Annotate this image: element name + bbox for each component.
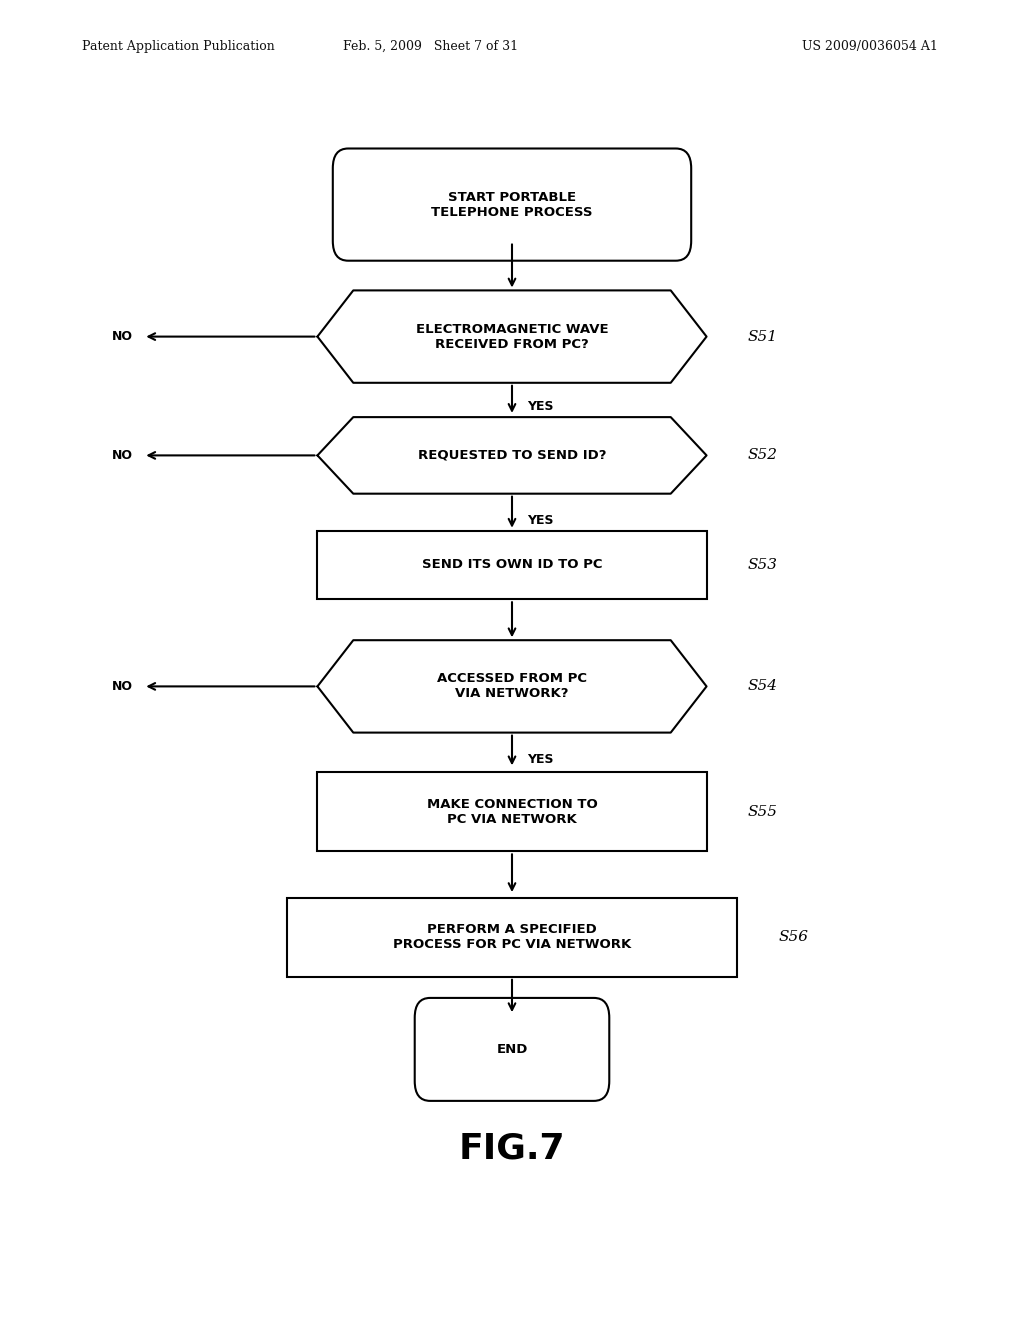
Text: SEND ITS OWN ID TO PC: SEND ITS OWN ID TO PC bbox=[422, 558, 602, 572]
Bar bbox=[317, 772, 707, 851]
Polygon shape bbox=[317, 417, 707, 494]
FancyBboxPatch shape bbox=[333, 149, 691, 261]
Text: S56: S56 bbox=[778, 931, 808, 944]
Polygon shape bbox=[317, 290, 707, 383]
Text: S54: S54 bbox=[748, 680, 777, 693]
Text: S52: S52 bbox=[748, 449, 777, 462]
Text: US 2009/0036054 A1: US 2009/0036054 A1 bbox=[803, 40, 938, 53]
Text: YES: YES bbox=[527, 400, 554, 413]
Text: Patent Application Publication: Patent Application Publication bbox=[82, 40, 274, 53]
Text: REQUESTED TO SEND ID?: REQUESTED TO SEND ID? bbox=[418, 449, 606, 462]
Bar bbox=[317, 531, 707, 599]
Text: NO: NO bbox=[112, 449, 133, 462]
Bar bbox=[287, 898, 737, 977]
Text: ACCESSED FROM PC
VIA NETWORK?: ACCESSED FROM PC VIA NETWORK? bbox=[437, 672, 587, 701]
Text: S51: S51 bbox=[748, 330, 777, 343]
FancyBboxPatch shape bbox=[415, 998, 609, 1101]
Text: NO: NO bbox=[112, 680, 133, 693]
Text: FIG.7: FIG.7 bbox=[459, 1131, 565, 1166]
Text: Feb. 5, 2009   Sheet 7 of 31: Feb. 5, 2009 Sheet 7 of 31 bbox=[342, 40, 518, 53]
Text: START PORTABLE
TELEPHONE PROCESS: START PORTABLE TELEPHONE PROCESS bbox=[431, 190, 593, 219]
Text: MAKE CONNECTION TO
PC VIA NETWORK: MAKE CONNECTION TO PC VIA NETWORK bbox=[427, 797, 597, 826]
Text: YES: YES bbox=[527, 752, 554, 766]
Polygon shape bbox=[317, 640, 707, 733]
Text: S53: S53 bbox=[748, 558, 777, 572]
Text: END: END bbox=[497, 1043, 527, 1056]
Text: PERFORM A SPECIFIED
PROCESS FOR PC VIA NETWORK: PERFORM A SPECIFIED PROCESS FOR PC VIA N… bbox=[393, 923, 631, 952]
Text: NO: NO bbox=[112, 330, 133, 343]
Text: S55: S55 bbox=[748, 805, 777, 818]
Text: ELECTROMAGNETIC WAVE
RECEIVED FROM PC?: ELECTROMAGNETIC WAVE RECEIVED FROM PC? bbox=[416, 322, 608, 351]
Text: YES: YES bbox=[527, 513, 554, 527]
